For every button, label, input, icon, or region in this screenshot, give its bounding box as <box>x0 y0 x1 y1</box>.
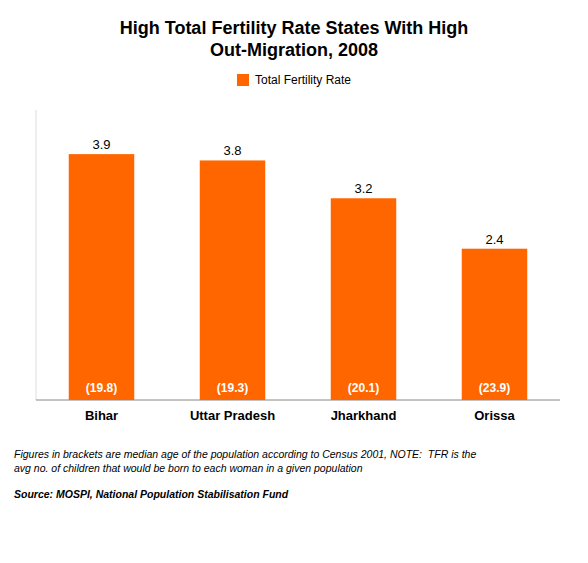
value-label: 3.2 <box>354 181 372 196</box>
bar <box>331 198 397 400</box>
x-tick-label: Orissa <box>474 408 515 423</box>
bar <box>462 249 528 400</box>
bar <box>69 154 135 400</box>
y-axis-line <box>36 110 37 400</box>
bars <box>69 154 528 400</box>
value-label: 2.4 <box>485 232 503 247</box>
median-age-label: (23.9) <box>479 381 510 395</box>
footnote: Figures in brackets are median age of th… <box>14 448 476 474</box>
median-age-label: (20.1) <box>348 381 379 395</box>
x-tick-label: Uttar Pradesh <box>190 408 275 423</box>
x-tick-label: Bihar <box>85 408 118 423</box>
value-label: 3.9 <box>92 137 110 152</box>
median-age-label: (19.8) <box>86 381 117 395</box>
bar <box>200 160 266 400</box>
median-age-label: (19.3) <box>217 381 248 395</box>
legend-label: Total Fertility Rate <box>255 73 351 87</box>
legend-swatch <box>237 74 249 86</box>
x-tick-label: Jharkhand <box>331 408 397 423</box>
labels: 3.9 (19.8) Bihar 3.8 (19.3) Uttar Pradesh 3.2 (… <box>85 137 516 423</box>
legend: Total Fertility Rate <box>237 73 351 87</box>
x-axis-line <box>36 400 560 401</box>
chart: High Total Fertility Rate States With Hi… <box>0 0 588 563</box>
title: High Total Fertility Rate States With Hi… <box>120 18 469 60</box>
value-label: 3.8 <box>223 143 241 158</box>
footnote: Source: MOSPI, National Population Stabi… <box>14 488 289 500</box>
